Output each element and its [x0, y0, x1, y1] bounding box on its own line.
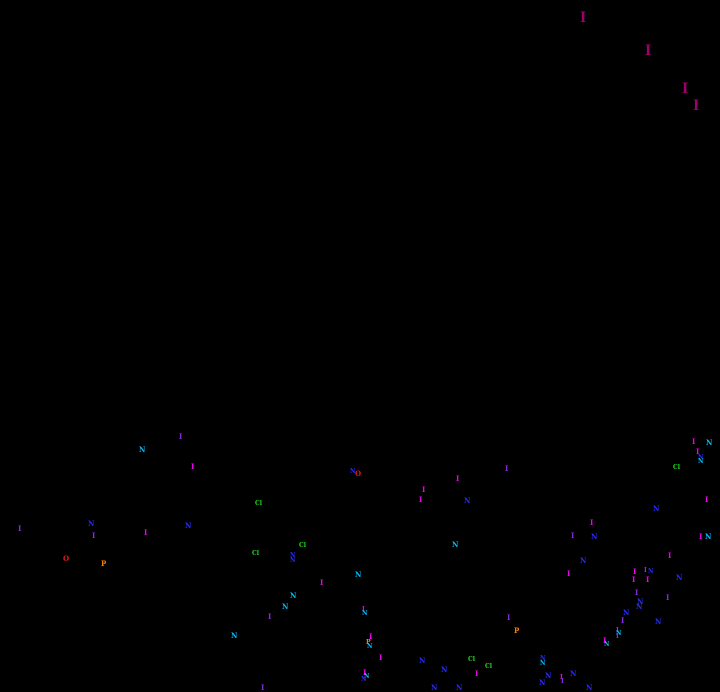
atom-label: N	[616, 630, 622, 637]
atom-label: N	[431, 683, 438, 692]
atom-label: Cl	[299, 542, 307, 549]
atom-label: N	[540, 655, 546, 662]
atom-label: N	[355, 570, 362, 579]
atom-label: I	[561, 678, 564, 685]
atom-label: I	[633, 567, 637, 576]
atom-label: Cl	[252, 550, 260, 557]
atom-label: Cl	[255, 500, 263, 507]
atom-label: N	[231, 631, 238, 640]
atom-label: I	[590, 518, 594, 527]
atom-label: I	[699, 532, 703, 541]
atom-label: O	[63, 554, 70, 563]
atom-label: N	[676, 573, 683, 582]
atom-label: I	[320, 578, 324, 587]
atom-label: N	[604, 641, 610, 648]
atom-label: N	[290, 591, 297, 600]
atom-label: I	[379, 653, 383, 662]
atom-label: I	[616, 627, 619, 634]
atom-label: I	[419, 495, 423, 504]
atom-label: N	[364, 673, 370, 680]
atom-label: N	[539, 678, 546, 687]
atom-label: I	[92, 531, 96, 540]
atom-label: I	[692, 437, 696, 446]
atom-label: N	[698, 458, 704, 465]
atom-label: N	[362, 610, 368, 617]
atom-label: N	[88, 519, 95, 528]
atom-label: P	[366, 639, 371, 646]
atom-label: P	[101, 559, 107, 568]
atom-label: I	[261, 683, 265, 692]
atom-label: I	[560, 674, 563, 681]
atom-label: N	[653, 504, 660, 513]
atom-label: I	[668, 551, 672, 560]
atom-label: I	[580, 9, 587, 26]
atom-label: N	[282, 602, 289, 611]
atom-label: I	[567, 569, 571, 578]
atom-label: Cl	[468, 656, 476, 663]
atom-label: I	[645, 42, 652, 59]
atom-label: N	[580, 556, 587, 565]
atom-label: I	[191, 462, 195, 471]
atom-label: I	[666, 593, 670, 602]
atom-label: N	[419, 656, 426, 665]
atom-label: O	[355, 469, 362, 478]
atom-label: I	[644, 567, 647, 574]
atom-label: I	[632, 575, 636, 584]
atom-label: I	[621, 616, 625, 625]
atom-label: I	[603, 636, 607, 645]
atom-label: I	[571, 531, 575, 540]
atom-label: N	[698, 454, 704, 461]
atom-label: I	[507, 613, 511, 622]
atom-label: N	[540, 660, 546, 667]
atom-label: I	[422, 485, 426, 494]
atom-label: N	[456, 683, 463, 692]
atom-label: N	[623, 608, 630, 617]
atom-label: I	[505, 464, 509, 473]
atom-label: N	[570, 669, 577, 678]
atom-label: I	[616, 633, 619, 640]
atom-label: I	[696, 447, 700, 456]
atom-label: I	[369, 632, 373, 641]
atom-label: I	[18, 524, 22, 533]
atom-label: N	[290, 552, 296, 559]
atom-label: I	[456, 474, 460, 483]
atom-label: N	[367, 643, 373, 650]
atom-label: N	[139, 445, 146, 454]
atom-label: N	[655, 617, 662, 626]
atom-label: N	[705, 532, 712, 541]
atom-label: N	[185, 521, 192, 530]
atom-label: I	[475, 669, 479, 678]
atom-label: Cl	[673, 464, 681, 471]
atom-label: N	[361, 676, 367, 683]
atom-label: N	[464, 496, 471, 505]
atom-label: N	[706, 438, 713, 447]
atom-label: I	[646, 575, 650, 584]
atom-label: I	[144, 528, 148, 537]
atom-label: I	[682, 80, 689, 97]
atom-label: I	[705, 495, 709, 504]
atom-label: I	[268, 612, 272, 621]
atom-label: N	[452, 540, 459, 549]
atom-label: N	[441, 665, 448, 674]
atom-label: N	[636, 602, 643, 611]
atom-label: I	[635, 588, 639, 597]
atom-label: N	[637, 597, 644, 606]
atom-label: N	[545, 671, 552, 680]
atom-label: N	[350, 468, 356, 475]
atom-label: N	[586, 683, 593, 692]
atom-label: I	[362, 606, 365, 613]
atom-label: N	[648, 568, 654, 575]
atom-label: I	[693, 97, 700, 114]
atom-label: I	[363, 668, 367, 677]
atom-label: Cl	[485, 663, 493, 670]
atom-label: N	[591, 532, 598, 541]
atom-label: N	[290, 557, 296, 564]
atom-label: I	[179, 432, 183, 441]
atom-label: P	[514, 626, 520, 635]
